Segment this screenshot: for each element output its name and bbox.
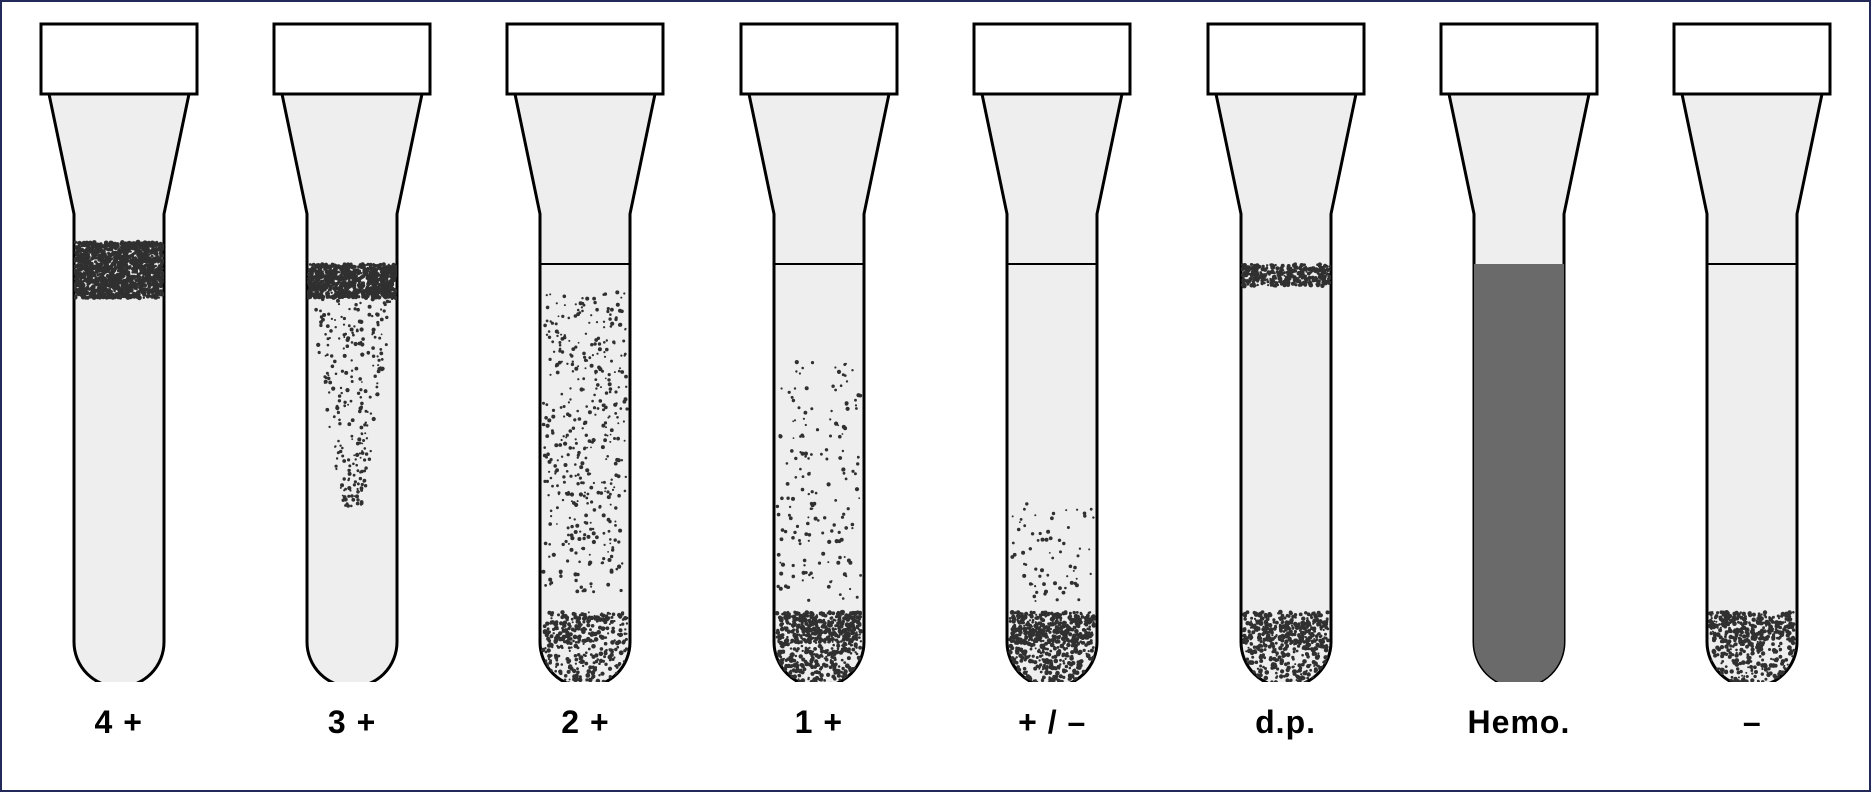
tube-label-hemo: Hemo. [1468,704,1571,741]
tube-slot-hemo: Hemo. [1402,2,1635,741]
tube-neg [1662,2,1842,682]
tube-slot-neg: – [1636,2,1869,741]
tube-label-1plus: 1 + [795,704,843,741]
tube-dp [1196,2,1376,682]
tube-slot-plusminus: + / – [936,2,1169,741]
tube-slot-2plus: 2 + [469,2,702,741]
tube-label-plusminus: + / – [1018,704,1086,741]
tube-1plus [729,2,909,682]
tube-3plus [262,2,442,682]
tube-label-dp: d.p. [1255,704,1316,741]
tube-row: 4 + 3 + 2 + 1 + + / – d.p. Hemo. – [2,2,1869,790]
tube-slot-4plus: 4 + [2,2,235,741]
tube-plusminus [962,2,1142,682]
tube-2plus [495,2,675,682]
tube-hemo [1429,2,1609,682]
tube-slot-3plus: 3 + [235,2,468,741]
tube-label-3plus: 3 + [328,704,376,741]
tube-slot-dp: d.p. [1169,2,1402,741]
tube-slot-1plus: 1 + [702,2,935,741]
tube-label-neg: – [1743,704,1762,741]
tube-4plus [29,2,209,682]
tube-label-2plus: 2 + [561,704,609,741]
tube-label-4plus: 4 + [95,704,143,741]
diagram-frame: 4 + 3 + 2 + 1 + + / – d.p. Hemo. – [0,0,1871,792]
